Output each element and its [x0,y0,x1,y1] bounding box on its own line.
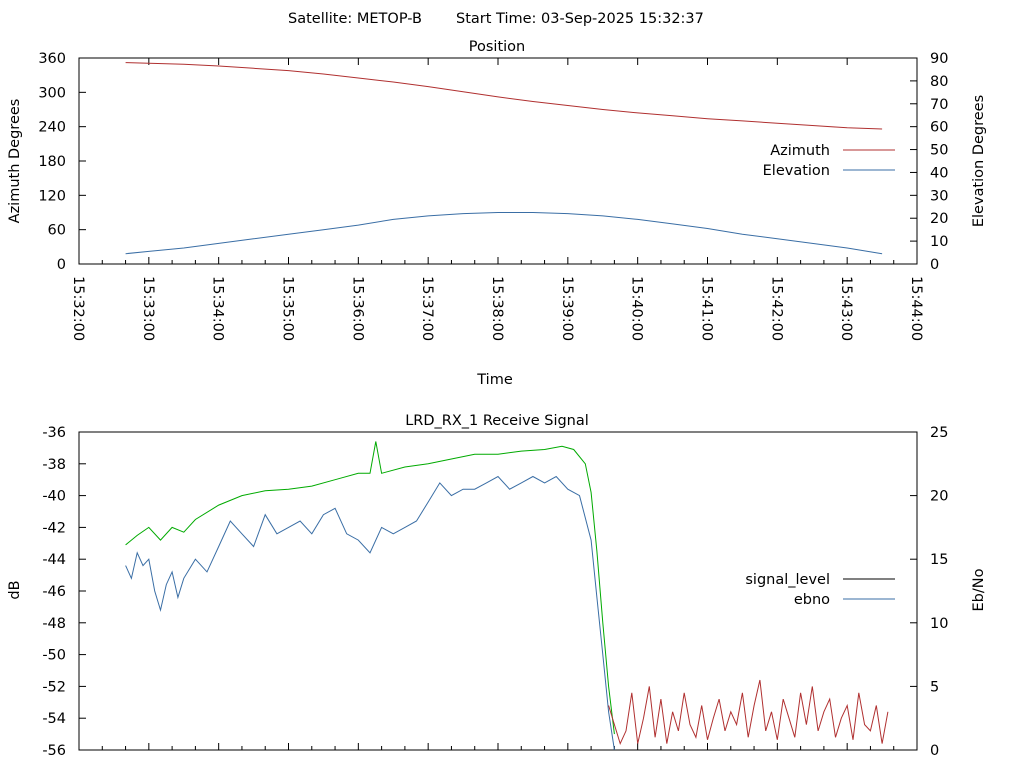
position-chart-marks: 0 60 120 180 240 300 360 0 10 20 30 40 50 60 70 80 90 15:… [38,51,948,341]
ebno-axis-label: Eb/No [971,568,987,611]
signal-level-line [125,441,615,735]
y-tick-label: 300 [38,85,66,101]
x-tick-label: 15:33:00 [140,276,156,341]
y-tick-label: 0 [57,257,66,273]
x-tick-label: 15:36:00 [349,276,365,341]
y-tick-label: 120 [38,188,66,204]
x-tick-label: 15:42:00 [768,276,784,341]
y2-tick-label: 20 [930,489,948,505]
y-tick-label: -40 [42,489,66,505]
x-tick-label: 15:35:00 [280,276,296,341]
x-tick-label: 15:43:00 [838,276,854,341]
y2-tick-label: 90 [930,51,948,67]
y-tick-label: -36 [42,425,66,441]
y-tick-label: -50 [42,648,66,664]
y2-tick-label: 10 [930,234,948,250]
y-tick-label: -56 [42,743,66,759]
signal-chart-marks: -56 -54 -52 -50 -48 -46 -44 -42 -40 -38 -36 0 5 10 15 2… [42,425,948,759]
x-tick-label: 15:39:00 [559,276,575,341]
y-tick-label: -48 [42,616,66,632]
legend-label-ebno: ebno [794,592,830,608]
y2-tick-label: 50 [930,143,948,159]
elevation-line [125,212,883,255]
y-tick-label: -42 [42,520,66,536]
y-tick-label: -38 [42,457,66,473]
x-tick-label: 15:40:00 [629,276,645,341]
y2-tick-label: 5 [930,679,939,695]
y2-tick-label: 30 [930,188,948,204]
y2-tick-label: 10 [930,616,948,632]
signal-plot-frame [78,431,918,751]
y2-tick-label: 80 [930,74,948,90]
x-tick-label: 15:38:00 [489,276,505,341]
y2-tick-label: 40 [930,165,948,181]
x-tick-label: 15:34:00 [210,276,226,341]
y2-tick-label: 15 [930,552,948,568]
x-tick-label: 15:37:00 [419,276,435,341]
azimuth-axis-label: Azimuth Degrees [7,99,23,224]
legend-label-signal-level: signal_level [745,572,830,588]
legend-label-azimuth: Azimuth [770,143,830,159]
y-tick-label: -54 [42,711,66,727]
db-axis-label: dB [7,580,23,599]
y-tick-label: -46 [42,584,66,600]
ebno-line [125,475,615,751]
x-tick-label: 15:44:00 [908,276,924,341]
y-tick-label: -52 [42,679,66,695]
position-plot-frame [78,57,918,265]
elevation-axis-label: Elevation Degrees [971,95,987,227]
azimuth-line [125,62,883,130]
position-chart-title: Position [469,39,525,55]
noise-line [608,679,889,746]
y2-tick-label: 0 [930,743,939,759]
y2-tick-label: 20 [930,211,948,227]
y2-tick-label: 60 [930,120,948,136]
x-tick-label: 15:41:00 [699,276,715,341]
y2-tick-label: 0 [930,257,939,273]
y2-tick-label: 70 [930,97,948,113]
y-tick-label: -44 [42,552,66,568]
time-axis-label: Time [476,372,513,388]
y-tick-label: 180 [38,154,66,170]
y-tick-label: 60 [48,223,66,239]
start-time-label: Start Time: 03-Sep-2025 15:32:37 [456,11,704,27]
legend-label-elevation: Elevation [763,163,830,179]
y-tick-label: 240 [38,120,66,136]
y2-tick-label: 25 [930,425,948,441]
y-tick-label: 360 [38,51,66,67]
signal-chart-title: LRD_RX_1 Receive Signal [405,413,589,429]
satellite-label: Satellite: METOP-B [288,11,422,27]
x-tick-label: 15:32:00 [70,276,86,341]
